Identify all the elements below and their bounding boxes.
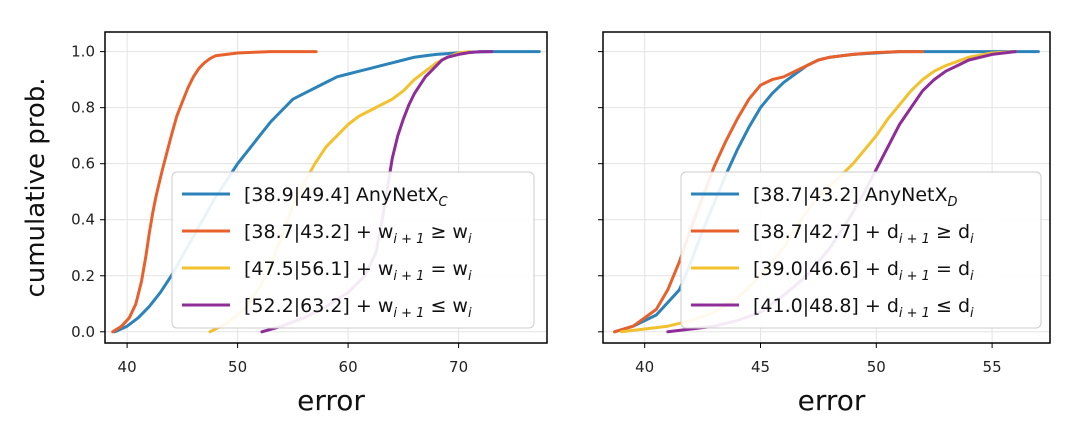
legend-text: [41.0|48.8] + d <box>753 295 899 317</box>
legend-text: [38.9|49.4] AnyNetX <box>244 184 439 206</box>
legend: [38.9|49.4] AnyNetXC[38.7|43.2] + wi + 1… <box>171 171 535 329</box>
legend-label-0: [38.7|43.2] AnyNetXD <box>753 184 958 210</box>
y-axis-label: cumulative prob. <box>21 77 51 297</box>
legend-label-2: [39.0|46.6] + di + 1 = di <box>753 258 974 284</box>
legend-subscript: i <box>468 232 472 247</box>
legend-text: = d <box>930 258 970 280</box>
legend-label-1: [38.7|42.7] + di + 1 ≥ di <box>753 221 974 247</box>
axes-frame <box>104 31 548 344</box>
legend-text: ≤ d <box>930 295 970 317</box>
legend-text: ≥ w <box>424 221 468 243</box>
y-tick-label: 1.0 <box>71 43 95 61</box>
legend-subscript: i + 1 <box>899 306 930 321</box>
legend-subscript: C <box>439 195 449 210</box>
series-line-1 <box>111 50 318 334</box>
legend-label-0: [38.9|49.4] AnyNetXC <box>244 184 449 210</box>
legend-subscript: i <box>970 306 974 321</box>
x-tick-label: 50 <box>228 358 247 376</box>
legend-subscript: i + 1 <box>393 269 424 284</box>
x-tick-label: 60 <box>339 358 358 376</box>
legend-subscript: i <box>468 306 472 321</box>
axes-frame <box>602 31 1051 344</box>
legend-subscript: i <box>970 232 974 247</box>
x-axis-label: error <box>297 384 365 417</box>
y-tick-label: 0.4 <box>71 211 95 229</box>
legend-text: [52.2|63.2] + w <box>244 295 393 317</box>
legend-label-1: [38.7|43.2] + wi + 1 ≥ wi <box>244 221 472 247</box>
x-axis-label: error <box>798 384 866 417</box>
y-tick-label: 0.2 <box>71 267 95 285</box>
legend-text: [47.5|56.1] + w <box>244 258 393 280</box>
legend-subscript: i <box>468 269 472 284</box>
legend-subscript: i <box>970 269 974 284</box>
legend-text: [39.0|46.6] + d <box>753 258 899 280</box>
legend-subscript: i + 1 <box>899 269 930 284</box>
y-tick-label: 0.0 <box>71 323 95 341</box>
legend-subscript: D <box>948 195 958 210</box>
legend-text: ≤ w <box>424 295 468 317</box>
x-tick-label: 50 <box>867 358 886 376</box>
legend-label-3: [52.2|63.2] + wi + 1 ≤ wi <box>244 295 472 321</box>
x-tick-label: 70 <box>449 358 468 376</box>
legend-label-3: [41.0|48.8] + di + 1 ≤ di <box>753 295 974 321</box>
legend-subscript: i + 1 <box>899 232 930 247</box>
legend-text: = w <box>424 258 468 280</box>
legend-text: [38.7|43.2] + w <box>244 221 393 243</box>
series-line-1 <box>613 50 925 334</box>
x-tick-label: 40 <box>635 358 654 376</box>
legend: [38.7|43.2] AnyNetXD[38.7|42.7] + di + 1… <box>680 171 1042 329</box>
x-tick-label: 45 <box>751 358 770 376</box>
legend-text: ≥ d <box>930 221 970 243</box>
left-panel: 40 50 60 70 0.0 0.2 0.4 0.6 0.8 1.0 error cumulativ… <box>21 31 548 417</box>
legend-text: [38.7|42.7] + d <box>753 221 899 243</box>
x-tick-label: 40 <box>118 358 137 376</box>
legend-label-2: [47.5|56.1] + wi + 1 = wi <box>244 258 472 284</box>
legend-box <box>680 171 1042 329</box>
legend-box <box>171 171 535 329</box>
y-tick-label: 0.8 <box>71 99 95 117</box>
legend-subscript: i + 1 <box>393 306 424 321</box>
legend-subscript: i + 1 <box>393 232 424 247</box>
y-tick-label: 0.6 <box>71 155 95 173</box>
x-tick-label: 55 <box>983 358 1002 376</box>
legend-text: [38.7|43.2] AnyNetX <box>753 184 948 206</box>
